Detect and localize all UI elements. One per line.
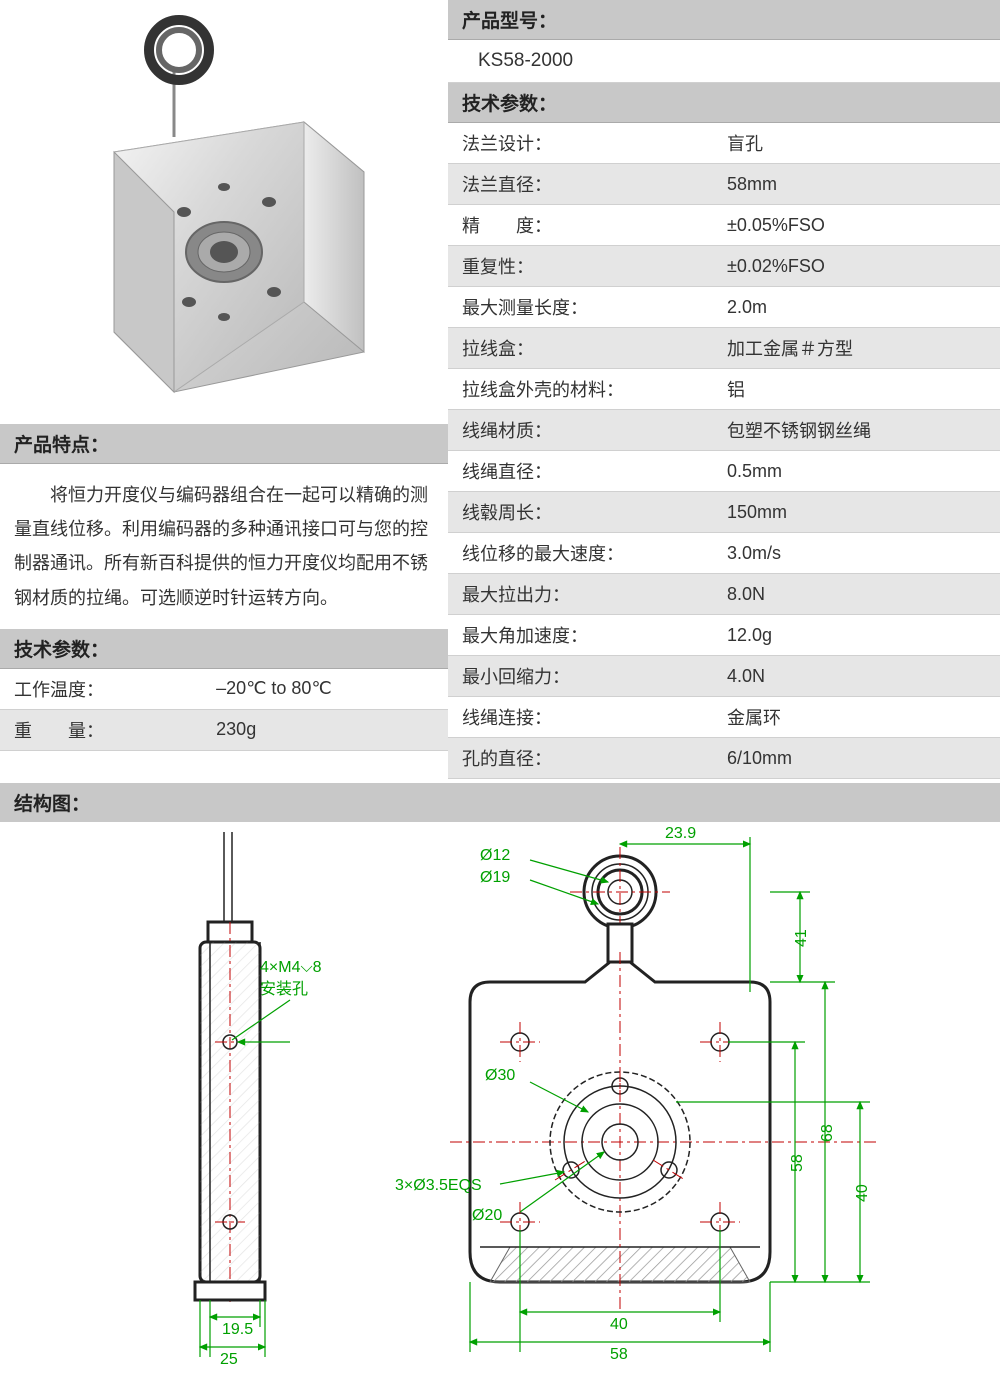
dim-label: 58 xyxy=(789,1154,806,1172)
right-spec-header: 技术参数： xyxy=(448,83,1000,123)
spec-value: 58mm xyxy=(713,164,1000,205)
spec-label: 重复性： xyxy=(448,246,713,287)
spec-value: 150mm xyxy=(713,492,1000,533)
spec-value: ±0.02%FSO xyxy=(713,246,1000,287)
spec-value: 4.0N xyxy=(713,656,1000,697)
dim-label: 4×M4⌵8 xyxy=(260,959,322,976)
spec-label: 线绳直径： xyxy=(448,451,713,492)
spec-label: 最大角加速度： xyxy=(448,615,713,656)
dim-label: Ø19 xyxy=(480,869,510,886)
spec-value: 3.0m/s xyxy=(713,533,1000,574)
spec-label: 孔的直径： xyxy=(448,738,713,779)
table-row: 工作温度： –20℃ to 80℃ xyxy=(0,669,448,710)
spec-value: 2.0m xyxy=(713,287,1000,328)
dim-label: 58 xyxy=(610,1346,628,1363)
table-row: 最小回缩力：4.0N xyxy=(448,656,1000,697)
spec-label: 线位移的最大速度： xyxy=(448,533,713,574)
table-row: 精 度：±0.05%FSO xyxy=(448,205,1000,246)
spec-label: 线绳连接： xyxy=(448,697,713,738)
table-row: 法兰直径：58mm xyxy=(448,164,1000,205)
spec-label: 重 量： xyxy=(0,709,202,750)
spec-value: 0.5mm xyxy=(713,451,1000,492)
dim-label: 40 xyxy=(854,1184,871,1202)
spec-label: 工作温度： xyxy=(0,669,202,710)
left-spec-header: 技术参数： xyxy=(0,629,448,669)
model-header: 产品型号： xyxy=(448,0,1000,40)
model-row: KS58-2000 xyxy=(448,40,1000,83)
spec-label: 拉线盒： xyxy=(448,328,713,369)
left-spec-table: 工作温度： –20℃ to 80℃ 重 量： 230g xyxy=(0,669,448,751)
table-row: 最大测量长度：2.0m xyxy=(448,287,1000,328)
table-row: 拉线盒外壳的材料：铝 xyxy=(448,369,1000,410)
dim-label: 40 xyxy=(610,1316,628,1333)
spec-label: 法兰设计： xyxy=(448,123,713,164)
structure-header: 结构图： xyxy=(0,783,1000,822)
table-row: 线绳材质：包塑不锈钢钢丝绳 xyxy=(448,410,1000,451)
model-value: KS58-2000 xyxy=(448,40,1000,83)
structure-diagram: 19.5 25 4×M4⌵8 安装孔 xyxy=(0,822,1000,1394)
spec-value: 8.0N xyxy=(713,574,1000,615)
spec-label: 拉线盒外壳的材料： xyxy=(448,369,713,410)
spec-value: 12.0g xyxy=(713,615,1000,656)
table-row: 线绳连接：金属环 xyxy=(448,697,1000,738)
spec-value: 金属环 xyxy=(713,697,1000,738)
dim-label: 安装孔 xyxy=(260,980,308,998)
dim-label: 3×Ø3.5EQS xyxy=(395,1177,482,1194)
spec-value: –20℃ to 80℃ xyxy=(202,669,448,710)
table-row: 法兰设计：盲孔 xyxy=(448,123,1000,164)
spec-value: 盲孔 xyxy=(713,123,1000,164)
dim-label: Ø20 xyxy=(472,1207,502,1224)
spec-value: ±0.05%FSO xyxy=(713,205,1000,246)
right-spec-table: 法兰设计：盲孔法兰直径：58mm精 度：±0.05%FSO重复性：±0.02%F… xyxy=(448,123,1000,779)
spec-label: 精 度： xyxy=(448,205,713,246)
spec-label: 最大拉出力： xyxy=(448,574,713,615)
table-row: 重复性：±0.02%FSO xyxy=(448,246,1000,287)
spec-value: 6/10mm xyxy=(713,738,1000,779)
spec-value: 加工金属＃方型 xyxy=(713,328,1000,369)
spec-label: 法兰直径： xyxy=(448,164,713,205)
table-row: 拉线盒：加工金属＃方型 xyxy=(448,328,1000,369)
dim-label: 68 xyxy=(819,1124,836,1142)
dim-label: 23.9 xyxy=(665,825,696,842)
dim-label: 25 xyxy=(220,1351,238,1368)
table-row: 线毂周长：150mm xyxy=(448,492,1000,533)
table-row: 孔的直径：6/10mm xyxy=(448,738,1000,779)
features-header: 产品特点： xyxy=(0,424,448,464)
table-row: 线位移的最大速度：3.0m/s xyxy=(448,533,1000,574)
table-row: 最大角加速度：12.0g xyxy=(448,615,1000,656)
spec-value: 铝 xyxy=(713,369,1000,410)
spec-label: 线绳材质： xyxy=(448,410,713,451)
dim-label: Ø12 xyxy=(480,847,510,864)
spec-value: 230g xyxy=(202,709,448,750)
spec-label: 线毂周长： xyxy=(448,492,713,533)
table-row: 线绳直径：0.5mm xyxy=(448,451,1000,492)
spec-label: 最大测量长度： xyxy=(448,287,713,328)
dim-label: Ø30 xyxy=(485,1067,515,1084)
product-description: 将恒力开度仪与编码器组合在一起可以精确的测量直线位移。利用编码器的多种通讯接口可… xyxy=(0,464,448,629)
dim-label: 19.5 xyxy=(222,1321,253,1338)
dim-label: 41 xyxy=(793,929,810,947)
spec-value: 包塑不锈钢钢丝绳 xyxy=(713,410,1000,451)
product-image xyxy=(0,0,448,424)
table-row: 最大拉出力：8.0N xyxy=(448,574,1000,615)
table-row: 重 量： 230g xyxy=(0,709,448,750)
spec-label: 最小回缩力： xyxy=(448,656,713,697)
